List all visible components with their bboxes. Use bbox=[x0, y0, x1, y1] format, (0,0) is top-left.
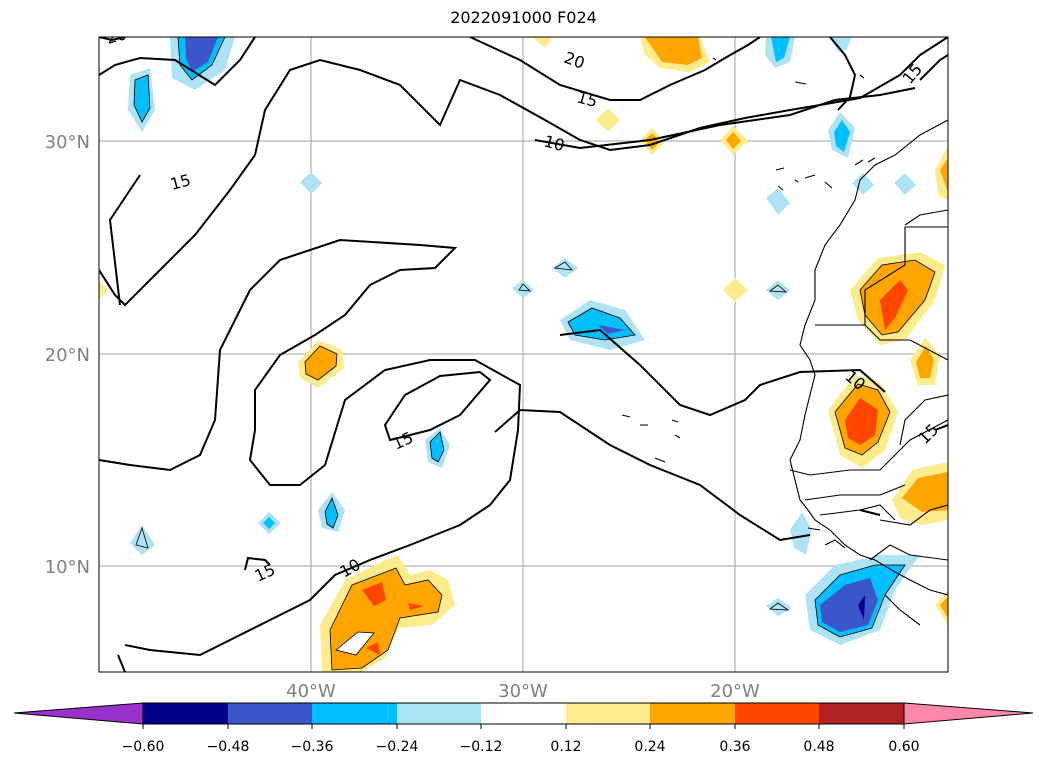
colorbar-frame bbox=[142, 702, 905, 725]
colorbar-tick-label: −0.12 bbox=[460, 739, 503, 755]
colorbar-bin bbox=[819, 703, 904, 724]
lat-label: 10°N bbox=[45, 557, 90, 578]
colorbar-bin bbox=[228, 703, 312, 724]
colorbar-bin bbox=[312, 703, 397, 724]
colorbar-bin bbox=[143, 703, 228, 724]
contour-label: 10 bbox=[542, 132, 567, 156]
lat-label: 30°N bbox=[45, 132, 90, 153]
lon-label: 30°W bbox=[498, 681, 548, 702]
colorbar-bin bbox=[481, 703, 566, 724]
colorbar-tick-label: 0.60 bbox=[888, 739, 919, 755]
colorbar-tick-label: 0.24 bbox=[634, 739, 665, 755]
coastlines bbox=[621, 57, 948, 626]
colorbar-tick-label: 0.12 bbox=[550, 739, 581, 755]
colorbar-bin bbox=[735, 703, 819, 724]
colorbar-tick-label: −0.48 bbox=[207, 739, 250, 755]
colorbar-tick-label: −0.60 bbox=[122, 739, 165, 755]
colorbar-bin bbox=[397, 703, 481, 724]
colorbar-tick-label: −0.24 bbox=[376, 739, 419, 755]
colorbar-tick-label: 0.36 bbox=[719, 739, 750, 755]
colorbar-min-extend bbox=[13, 702, 144, 725]
contour-label: 20 bbox=[104, 24, 129, 48]
contour-lines bbox=[99, 37, 948, 672]
colorbar-tick-label: 0.48 bbox=[803, 739, 834, 755]
map-frame bbox=[98, 36, 949, 673]
map-title: 2022091000 F024 bbox=[450, 8, 597, 27]
lon-label: 40°W bbox=[286, 681, 336, 702]
lon-label: 20°W bbox=[710, 681, 760, 702]
colorbar-bin bbox=[566, 703, 650, 724]
negative-anomaly-patches bbox=[128, 37, 920, 645]
colorbar-max-extend bbox=[903, 702, 1034, 725]
lat-label: 20°N bbox=[45, 345, 90, 366]
colorbar-bin bbox=[650, 703, 735, 724]
contour-label: 15 bbox=[575, 88, 600, 112]
colorbar: −0.60 −0.48 −0.36 −0.24 −0.12 0.12 0.24 … bbox=[13, 702, 1034, 755]
contour-label: 15 bbox=[168, 170, 193, 194]
colorbar-tick-label: −0.36 bbox=[291, 739, 334, 755]
